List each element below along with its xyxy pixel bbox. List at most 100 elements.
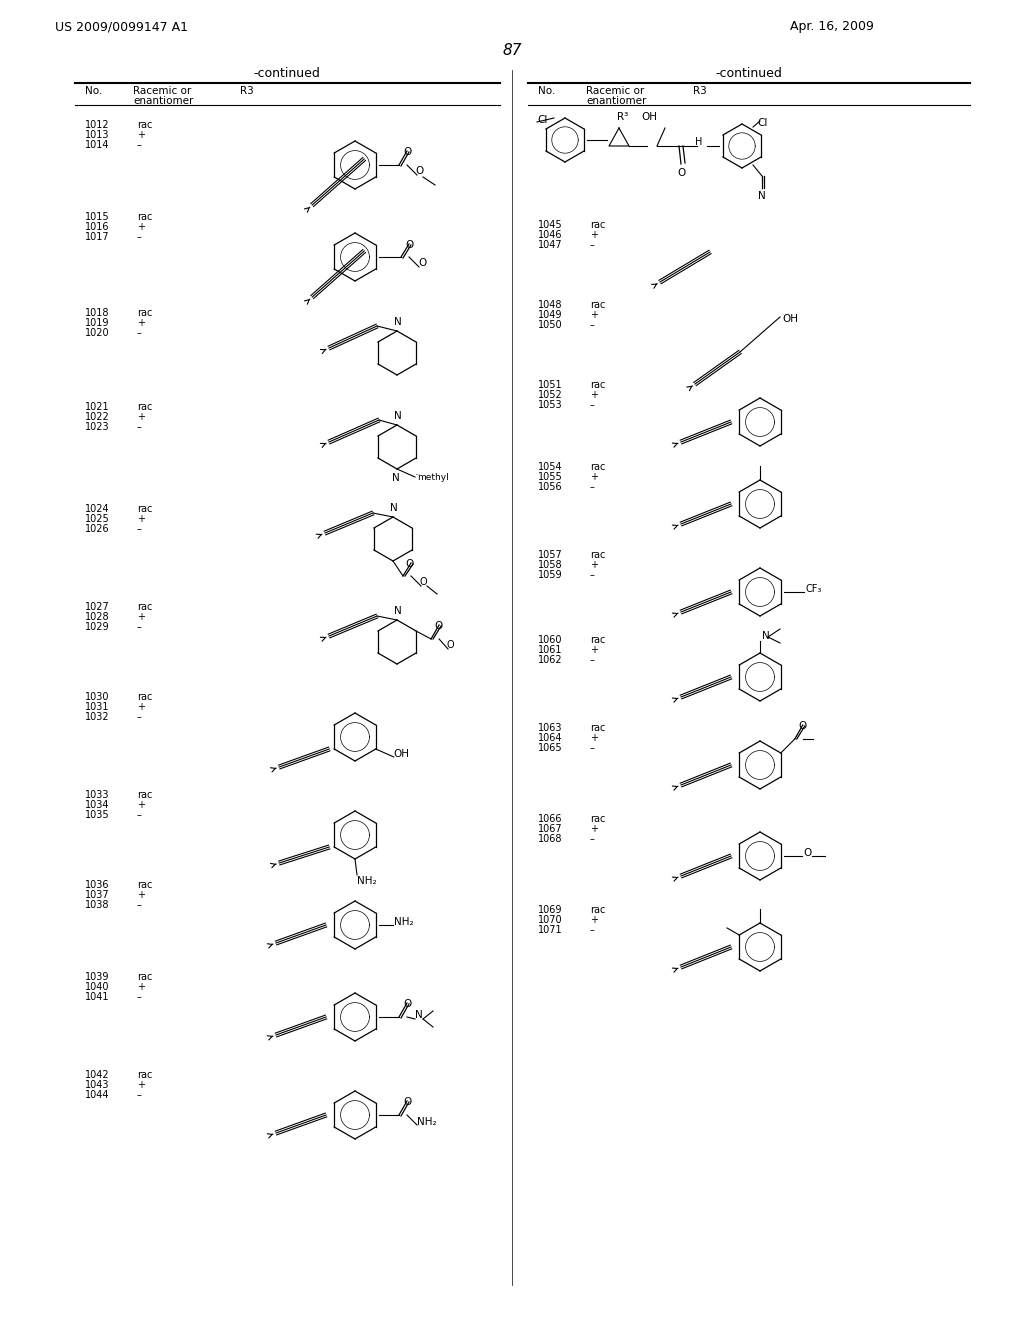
Text: –: –	[137, 900, 142, 909]
Text: N: N	[415, 1010, 423, 1020]
Text: rac: rac	[590, 550, 605, 560]
Text: –: –	[137, 1090, 142, 1100]
Text: rac: rac	[137, 308, 153, 318]
Text: 1047: 1047	[538, 240, 562, 249]
Text: 1050: 1050	[538, 319, 562, 330]
Text: rac: rac	[590, 300, 605, 310]
Text: –: –	[590, 925, 595, 935]
Text: US 2009/0099147 A1: US 2009/0099147 A1	[55, 20, 188, 33]
Text: +: +	[590, 230, 598, 240]
Text: –: –	[590, 482, 595, 492]
Text: 1068: 1068	[538, 834, 562, 843]
Text: 1014: 1014	[85, 140, 110, 150]
Text: N: N	[392, 473, 400, 483]
Text: 1026: 1026	[85, 524, 110, 535]
Text: +: +	[137, 222, 145, 232]
Text: +: +	[590, 824, 598, 834]
Text: rac: rac	[590, 814, 605, 824]
Text: O: O	[677, 168, 685, 178]
Text: rac: rac	[137, 972, 153, 982]
Text: 1059: 1059	[538, 570, 562, 579]
Text: –: –	[590, 570, 595, 579]
Text: rac: rac	[590, 220, 605, 230]
Text: 1057: 1057	[538, 550, 563, 560]
Text: –: –	[137, 622, 142, 632]
Text: O: O	[420, 577, 428, 587]
Text: N: N	[394, 411, 401, 421]
Text: rac: rac	[137, 602, 153, 612]
Text: –: –	[590, 834, 595, 843]
Text: 1060: 1060	[538, 635, 562, 645]
Text: NH₂: NH₂	[417, 1117, 436, 1127]
Text: 1044: 1044	[85, 1090, 110, 1100]
Text: –: –	[137, 993, 142, 1002]
Text: N: N	[394, 317, 401, 327]
Text: 87: 87	[502, 44, 522, 58]
Text: +: +	[137, 800, 145, 810]
Text: 1039: 1039	[85, 972, 110, 982]
Text: 1012: 1012	[85, 120, 110, 129]
Text: O: O	[402, 999, 411, 1008]
Text: +: +	[590, 915, 598, 925]
Text: +: +	[590, 389, 598, 400]
Text: NH₂: NH₂	[357, 876, 377, 886]
Text: N: N	[394, 606, 401, 616]
Text: rac: rac	[137, 1071, 153, 1080]
Text: 1031: 1031	[85, 702, 110, 711]
Text: O: O	[418, 257, 426, 268]
Text: OH: OH	[394, 748, 410, 759]
Text: -continued: -continued	[254, 67, 321, 81]
Text: 1065: 1065	[538, 743, 562, 752]
Text: 1064: 1064	[538, 733, 562, 743]
Text: 1046: 1046	[538, 230, 562, 240]
Text: rac: rac	[590, 723, 605, 733]
Text: +: +	[137, 982, 145, 993]
Text: 1038: 1038	[85, 900, 110, 909]
Text: 1020: 1020	[85, 327, 110, 338]
Text: 1029: 1029	[85, 622, 110, 632]
Text: O: O	[803, 847, 811, 858]
Text: –: –	[590, 655, 595, 665]
Text: 1045: 1045	[538, 220, 562, 230]
Text: O: O	[446, 640, 454, 649]
Text: R3: R3	[240, 86, 254, 96]
Text: enantiomer: enantiomer	[133, 96, 194, 106]
Text: Apr. 16, 2009: Apr. 16, 2009	[790, 20, 873, 33]
Text: O: O	[434, 620, 442, 631]
Text: +: +	[137, 513, 145, 524]
Text: O: O	[404, 240, 413, 249]
Text: +: +	[137, 318, 145, 327]
Text: 1024: 1024	[85, 504, 110, 513]
Text: +: +	[137, 1080, 145, 1090]
Text: 1042: 1042	[85, 1071, 110, 1080]
Text: –: –	[137, 232, 142, 242]
Text: –: –	[590, 319, 595, 330]
Text: 1069: 1069	[538, 906, 562, 915]
Text: N: N	[758, 191, 766, 201]
Text: O: O	[415, 166, 423, 176]
Text: No.: No.	[538, 86, 555, 96]
Text: N: N	[762, 631, 770, 642]
Text: 1032: 1032	[85, 711, 110, 722]
Text: N: N	[390, 503, 398, 513]
Text: 1017: 1017	[85, 232, 110, 242]
Text: 1054: 1054	[538, 462, 562, 473]
Text: +: +	[137, 702, 145, 711]
Text: R³: R³	[617, 112, 629, 121]
Text: Racemic or: Racemic or	[133, 86, 191, 96]
Text: 1063: 1063	[538, 723, 562, 733]
Text: -continued: -continued	[716, 67, 782, 81]
Text: rac: rac	[137, 403, 153, 412]
Text: rac: rac	[137, 213, 153, 222]
Text: rac: rac	[590, 380, 605, 389]
Text: 1061: 1061	[538, 645, 562, 655]
Text: 1022: 1022	[85, 412, 110, 422]
Text: –: –	[590, 240, 595, 249]
Text: 1053: 1053	[538, 400, 562, 411]
Text: +: +	[137, 612, 145, 622]
Text: +: +	[590, 310, 598, 319]
Text: –: –	[137, 327, 142, 338]
Text: +: +	[590, 645, 598, 655]
Text: +: +	[137, 890, 145, 900]
Text: rac: rac	[590, 906, 605, 915]
